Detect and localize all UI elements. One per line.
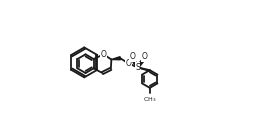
Text: S: S xyxy=(135,63,140,72)
Text: O: O xyxy=(129,52,135,61)
Text: O: O xyxy=(142,52,148,61)
Text: O: O xyxy=(101,50,106,59)
Polygon shape xyxy=(111,57,120,60)
Text: CH$_3$: CH$_3$ xyxy=(143,95,156,104)
Text: O: O xyxy=(125,59,131,68)
